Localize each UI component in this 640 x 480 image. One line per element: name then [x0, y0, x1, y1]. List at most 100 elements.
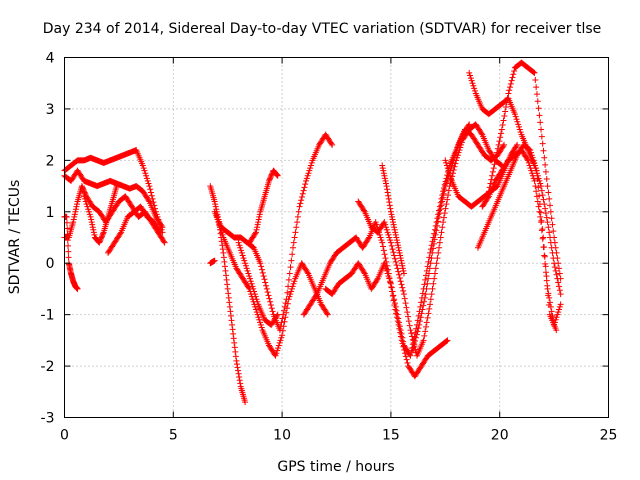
- data-point: [252, 306, 259, 313]
- data-point: [78, 183, 85, 190]
- data-point: [293, 224, 300, 231]
- data-point: [535, 184, 542, 191]
- data-point: [539, 235, 546, 242]
- x-tick-label: 20: [491, 428, 509, 444]
- data-point: [504, 95, 511, 101]
- data-point: [424, 314, 431, 321]
- data-point: [439, 194, 446, 201]
- data-point: [266, 176, 273, 183]
- data-point: [427, 260, 434, 267]
- data-point: [81, 193, 88, 200]
- x-tick-label: 0: [60, 428, 69, 444]
- data-point: [421, 298, 428, 305]
- data-point: [544, 183, 551, 190]
- data-point: [555, 265, 562, 272]
- data-point: [433, 219, 440, 226]
- data-point: [283, 305, 290, 312]
- data-point: [71, 211, 78, 218]
- data-point: [422, 291, 429, 298]
- data-point: [535, 105, 542, 112]
- data-point: [393, 237, 400, 244]
- data-point: [550, 228, 557, 235]
- data-point: [532, 165, 539, 172]
- data-point: [294, 213, 301, 220]
- data-point: [226, 303, 233, 310]
- data-point: [541, 154, 548, 161]
- data-point: [416, 321, 423, 328]
- data-point: [435, 249, 442, 256]
- data-point: [279, 315, 286, 322]
- data-point: [445, 167, 452, 174]
- data-point: [292, 229, 299, 236]
- data-point: [430, 280, 437, 287]
- data-point: [253, 296, 260, 303]
- data-point: [254, 221, 261, 228]
- data-point: [507, 80, 514, 87]
- data-point: [553, 327, 560, 334]
- data-point: [433, 227, 440, 234]
- data-point: [407, 352, 414, 359]
- data-point: [548, 308, 555, 315]
- data-point: [532, 162, 539, 169]
- data-point: [499, 122, 506, 128]
- data-point: [226, 299, 233, 306]
- data-point: [384, 229, 391, 236]
- data-point: [543, 176, 550, 182]
- data-point: [246, 273, 253, 280]
- data-point: [273, 350, 280, 357]
- data-point: [82, 198, 89, 205]
- data-point: [395, 268, 402, 275]
- data-point: [256, 213, 263, 220]
- data-point: [530, 157, 537, 164]
- data-point: [413, 331, 420, 338]
- data-point: [408, 330, 415, 337]
- data-point: [100, 230, 107, 237]
- data-point: [421, 281, 428, 288]
- data-point: [373, 221, 380, 228]
- data-point: [266, 295, 273, 302]
- data-point: [441, 181, 448, 188]
- data-point: [391, 226, 398, 233]
- data-point: [252, 303, 259, 310]
- y-tick-label: 2: [46, 153, 55, 169]
- grid: [64, 57, 609, 418]
- data-point: [304, 269, 311, 276]
- data-point: [243, 265, 250, 272]
- data-point: [395, 315, 402, 322]
- data-point: [546, 229, 553, 236]
- series-track-v: [207, 257, 218, 267]
- data-point: [158, 222, 165, 229]
- data-point: [514, 141, 521, 148]
- data-point: [261, 276, 268, 283]
- data-point: [161, 239, 168, 246]
- data-point: [543, 273, 550, 280]
- data-point: [431, 226, 438, 233]
- data-point: [227, 308, 234, 315]
- data-point: [236, 377, 243, 384]
- data-point: [409, 333, 416, 340]
- data-point: [288, 285, 295, 292]
- data-point: [435, 213, 442, 220]
- data-point: [239, 252, 246, 259]
- data-point: [419, 306, 426, 313]
- data-point: [506, 87, 513, 94]
- data-point: [536, 192, 543, 199]
- data-point: [402, 300, 409, 307]
- data-point: [147, 186, 154, 193]
- data-point: [222, 267, 229, 274]
- data-point: [431, 236, 438, 243]
- data-point: [531, 69, 538, 76]
- data-point: [417, 314, 424, 321]
- data-point: [287, 291, 294, 298]
- data-point: [409, 347, 416, 354]
- data-point: [399, 284, 406, 291]
- data-point: [96, 239, 103, 246]
- data-point: [85, 206, 92, 213]
- data-point: [441, 186, 448, 193]
- data-point: [380, 243, 387, 250]
- data-point: [240, 255, 247, 262]
- data-point: [492, 157, 499, 164]
- data-point: [286, 293, 293, 300]
- data-point: [509, 74, 516, 81]
- data-point: [531, 159, 538, 166]
